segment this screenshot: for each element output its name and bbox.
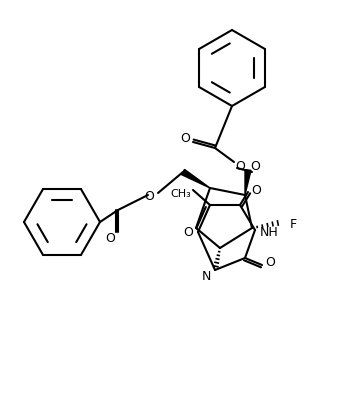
- Text: CH₃: CH₃: [171, 189, 191, 199]
- Text: O: O: [235, 160, 245, 173]
- Text: O: O: [105, 232, 115, 245]
- Polygon shape: [245, 170, 251, 195]
- Text: F: F: [289, 217, 297, 230]
- Polygon shape: [181, 169, 210, 188]
- Text: N: N: [201, 271, 211, 284]
- Text: O: O: [251, 184, 261, 197]
- Text: NH: NH: [260, 225, 278, 239]
- Text: O: O: [183, 227, 193, 239]
- Text: O: O: [144, 190, 154, 203]
- Text: O: O: [180, 133, 190, 145]
- Text: O: O: [250, 160, 260, 173]
- Text: O: O: [265, 256, 275, 269]
